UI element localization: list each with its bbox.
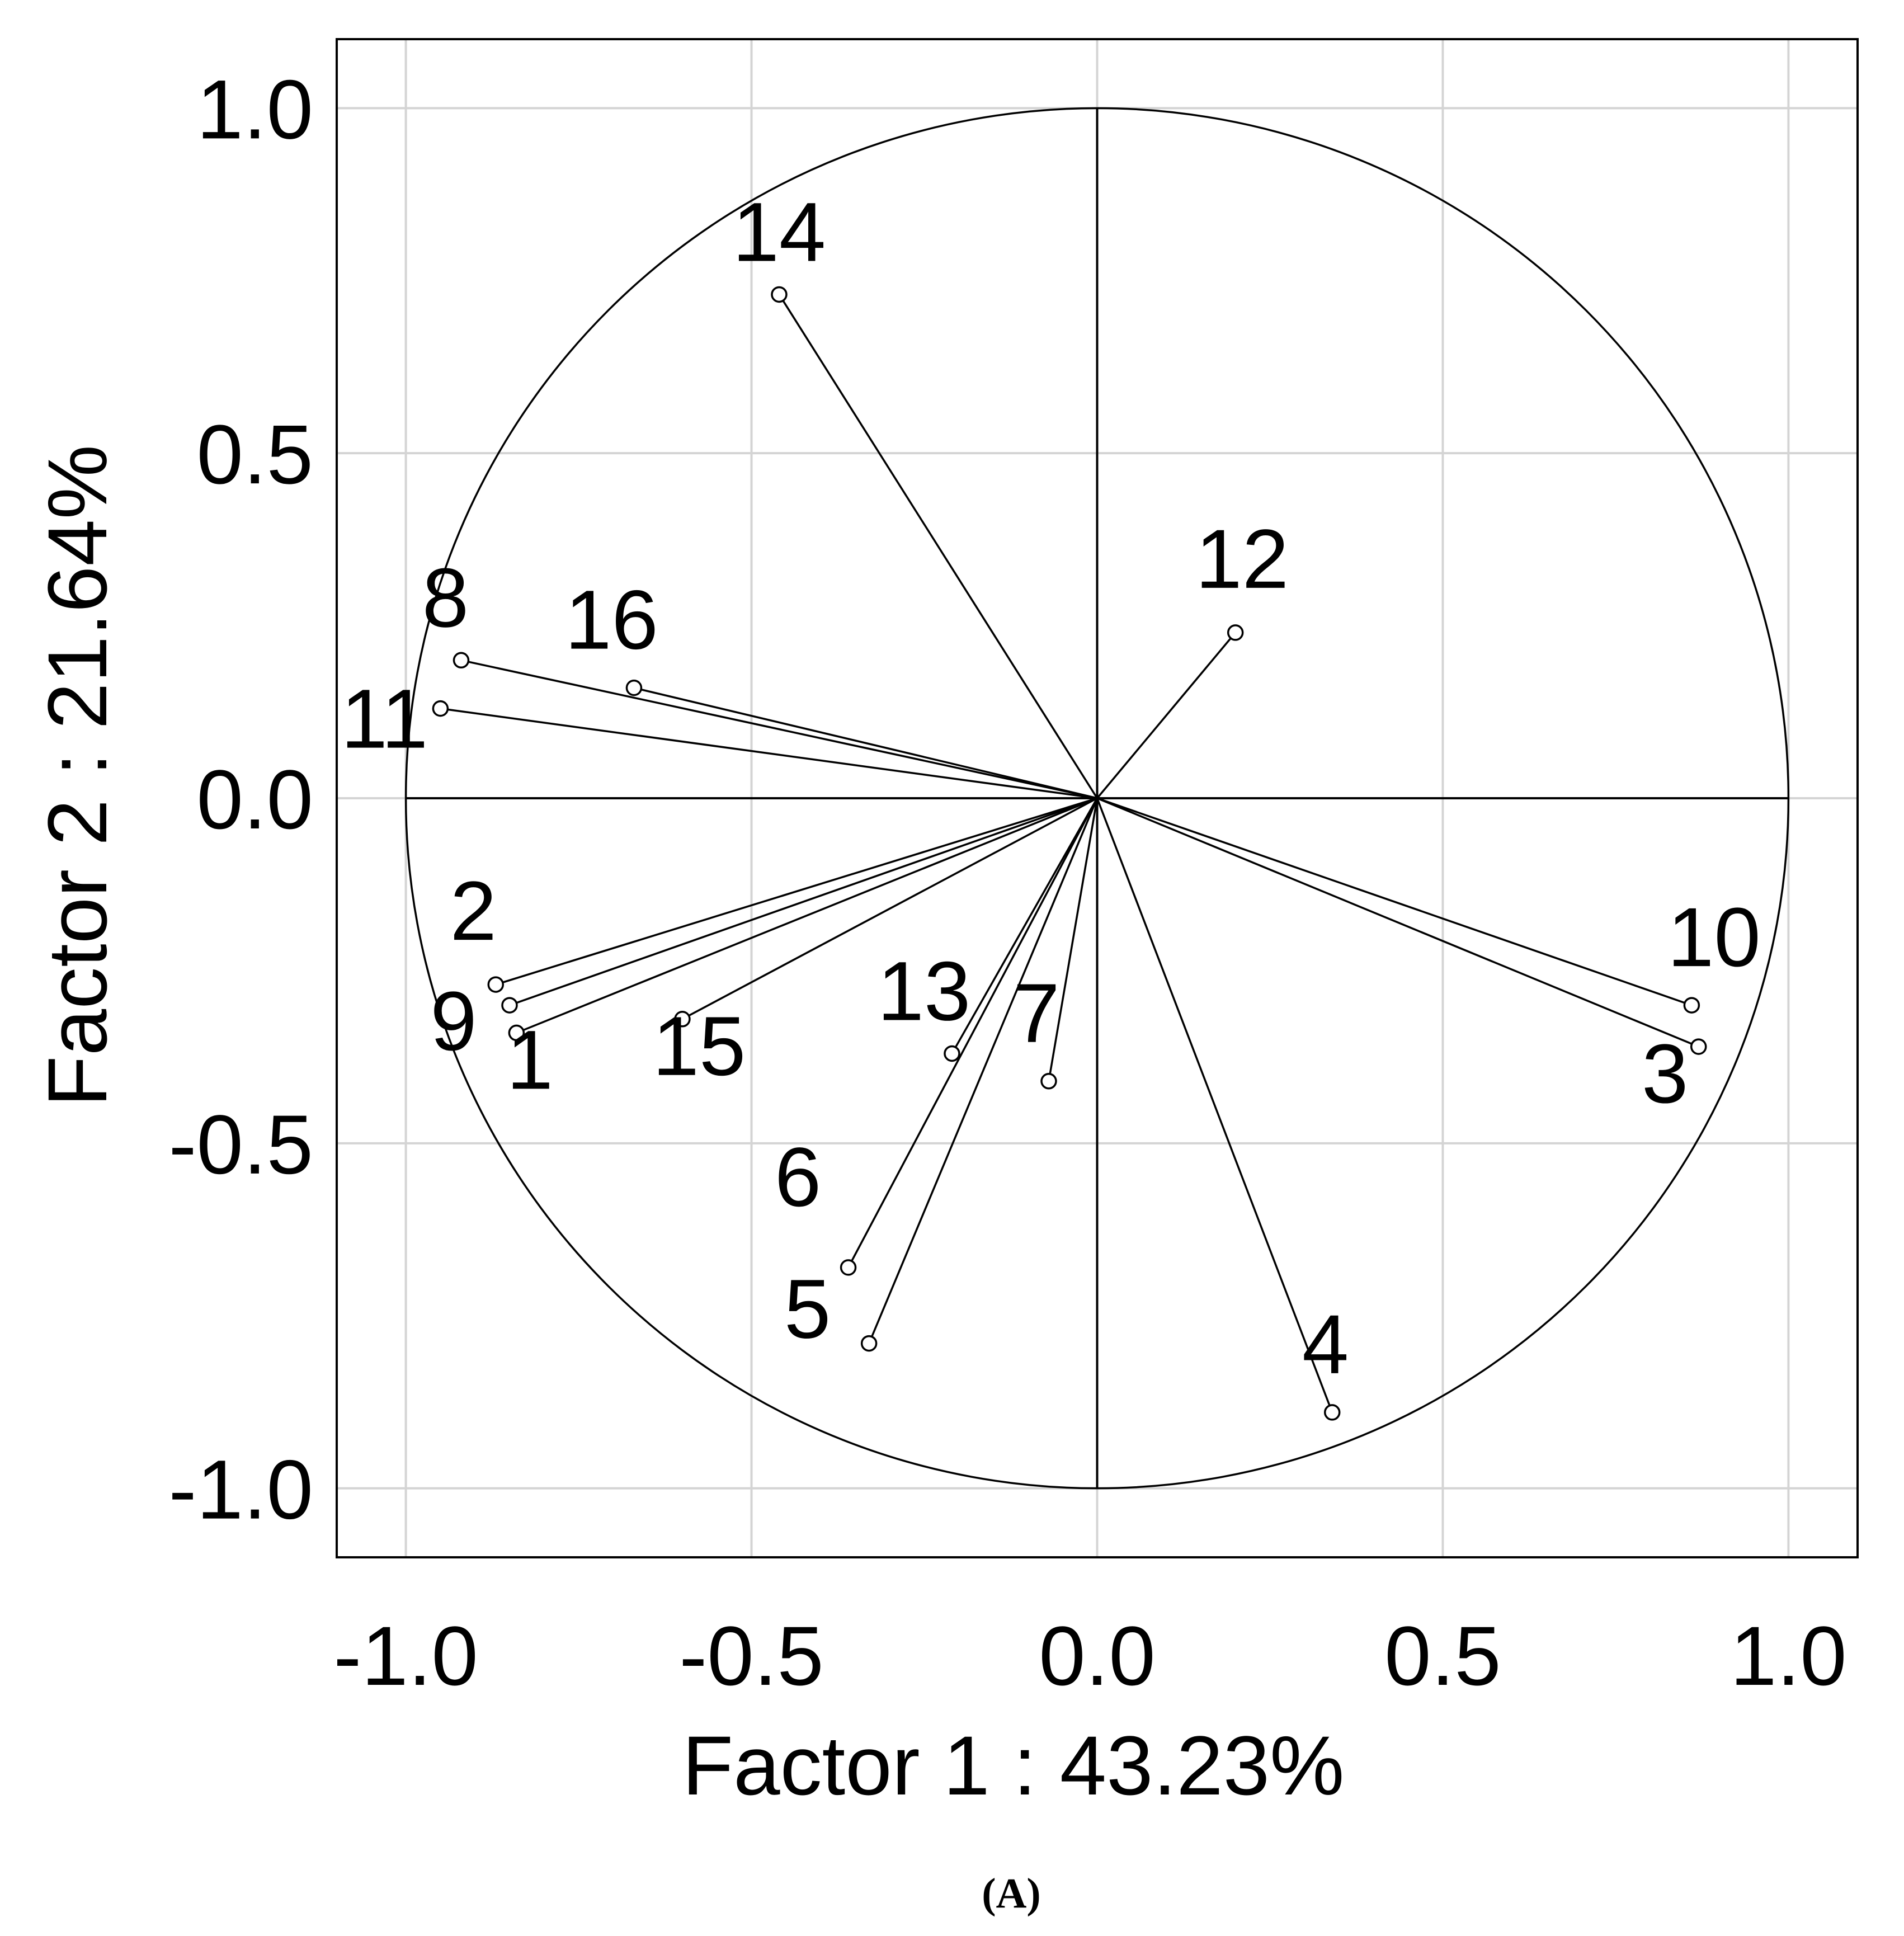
- point-label-2: 2: [450, 864, 497, 958]
- vector-line-2: [495, 797, 1098, 986]
- y-tick-label: -0.5: [169, 1097, 313, 1191]
- vector-line-1: [516, 797, 1098, 1034]
- vector-line-11: [440, 707, 1097, 799]
- vector-line-5: [868, 798, 1099, 1344]
- vector-line-13: [951, 798, 1099, 1054]
- x-tick-labels: -1.0 -0.5 0.0 0.5 1.0: [333, 1609, 1846, 1703]
- point-label-15: 15: [653, 999, 746, 1093]
- vector-line-14: [778, 294, 1098, 799]
- x-tick-label: -0.5: [679, 1609, 823, 1703]
- vector-line-8: [461, 659, 1097, 799]
- vector-line-7: [1048, 798, 1099, 1082]
- point-marker-6: [840, 1259, 857, 1276]
- vector-line-16: [634, 686, 1097, 799]
- point-label-8: 8: [422, 550, 469, 644]
- unit-circle: [404, 107, 1790, 1490]
- point-label-9: 9: [430, 974, 477, 1068]
- x-tick-label: -1.0: [333, 1609, 478, 1703]
- point-label-10: 10: [1667, 890, 1761, 984]
- point-marker-5: [860, 1335, 878, 1352]
- unit-circle-outline: [404, 107, 1790, 1490]
- vector-line-9: [509, 797, 1098, 1006]
- point-marker-16: [625, 679, 643, 696]
- x-tick-label: 0.0: [1039, 1609, 1156, 1703]
- point-label-13: 13: [878, 944, 971, 1038]
- point-marker-2: [487, 976, 505, 993]
- point-label-1: 1: [507, 1012, 553, 1106]
- point-marker-12: [1227, 624, 1244, 641]
- point-marker-10: [1683, 997, 1700, 1014]
- vector-line-3: [1096, 797, 1699, 1048]
- point-label-4: 4: [1302, 1297, 1349, 1391]
- vector-line-6: [847, 798, 1099, 1268]
- loading-markers: [432, 286, 1707, 1421]
- point-marker-14: [771, 286, 788, 303]
- vector-line-15: [682, 797, 1098, 1020]
- point-label-14: 14: [733, 185, 826, 279]
- point-marker-13: [944, 1045, 960, 1062]
- point-marker-11: [432, 700, 449, 717]
- y-tick-label: -1.0: [169, 1443, 313, 1537]
- point-marker-9: [501, 997, 518, 1014]
- plot-frame: [336, 38, 1859, 1558]
- point-label-3: 3: [1642, 1026, 1688, 1120]
- point-label-5: 5: [784, 1262, 831, 1356]
- point-marker-3: [1690, 1038, 1707, 1055]
- loading-vectors: [440, 294, 1699, 1413]
- point-marker-7: [1040, 1073, 1057, 1090]
- vector-line-12: [1096, 632, 1237, 799]
- point-marker-1: [508, 1024, 525, 1042]
- point-label-16: 16: [565, 573, 658, 667]
- point-label-6: 6: [775, 1130, 821, 1224]
- point-marker-15: [674, 1011, 691, 1028]
- y-tick-label: 0.5: [196, 407, 313, 501]
- point-marker-4: [1323, 1404, 1341, 1421]
- vector-line-10: [1096, 797, 1692, 1006]
- y-tick-label: 0.0: [196, 752, 313, 846]
- vector-line-4: [1096, 798, 1333, 1413]
- point-label-12: 12: [1195, 512, 1289, 606]
- point-label-7: 7: [1013, 966, 1059, 1060]
- x-tick-label: 1.0: [1730, 1609, 1847, 1703]
- y-tick-labels: 1.0 0.5 0.0 -0.5 -1.0: [169, 62, 313, 1536]
- point-marker-8: [453, 652, 470, 669]
- y-tick-label: 1.0: [196, 62, 313, 156]
- panel-label: (A): [982, 1870, 1041, 1917]
- y-axis-title: Factor 2 : 21.64%: [30, 445, 124, 1107]
- x-tick-label: 0.5: [1384, 1609, 1501, 1703]
- x-axis-title: Factor 1 : 43.23%: [682, 1718, 1345, 1812]
- point-label-11: 11: [341, 672, 428, 766]
